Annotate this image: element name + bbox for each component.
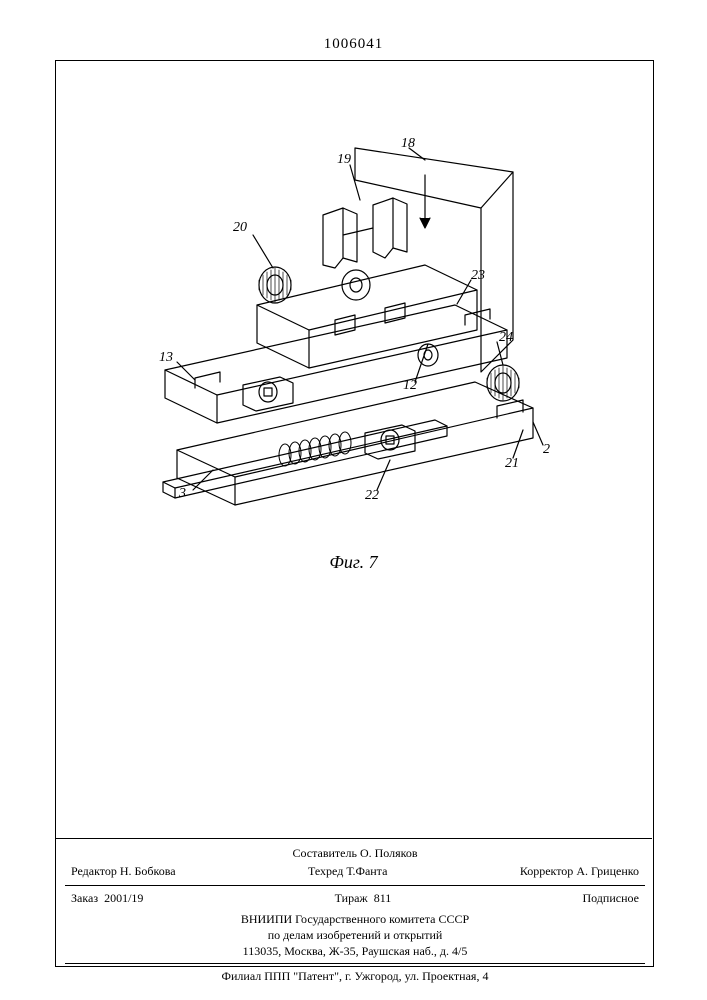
editor-cell: Редактор Н. Бобкова (71, 863, 176, 879)
editor-row: Редактор Н. Бобкова Техред Т.Фанта Корре… (65, 863, 645, 881)
editor-label: Редактор (71, 864, 117, 878)
figure-caption: Фиг. 7 (0, 552, 707, 573)
callout-2: 2 (543, 442, 550, 458)
callout-24: 24 (499, 330, 513, 346)
compiler-label: Составитель (292, 846, 356, 860)
techred-cell: Техред Т.Фанта (308, 863, 387, 879)
corrector-label: Корректор (520, 864, 574, 878)
callout-22: 22 (365, 488, 379, 504)
callout-3: 3 (179, 486, 186, 502)
tirazh-cell: Тираж 811 (335, 890, 392, 906)
compiler-line: Составитель О. Поляков (65, 845, 645, 861)
tirazh-value: 811 (374, 891, 392, 905)
org-block: ВНИИПИ Государственного комитета СССР по… (65, 911, 645, 960)
techred-name: Т.Фанта (346, 864, 387, 878)
document-number: 1006041 (0, 36, 707, 53)
footer-rule-1 (65, 885, 645, 886)
callout-23: 23 (471, 268, 485, 284)
org-line2: по делам изобретений и открытий (65, 927, 645, 943)
figure-diagram: 18 19 20 23 24 13 12 3 22 21 2 (125, 130, 585, 580)
order-label: Заказ (71, 891, 98, 905)
imprint-footer: Составитель О. Поляков Редактор Н. Бобко… (65, 845, 645, 984)
callout-19: 19 (337, 152, 351, 168)
compiler-name: О. Поляков (360, 846, 418, 860)
callout-18: 18 (401, 136, 415, 152)
org-address: 113035, Москва, Ж-35, Раушская наб., д. … (65, 943, 645, 959)
branch-line: Филиал ППП "Патент", г. Ужгород, ул. Про… (65, 968, 645, 984)
techred-label: Техред (308, 864, 343, 878)
order-row: Заказ 2001/19 Тираж 811 Подписное (65, 890, 645, 908)
tirazh-label: Тираж (335, 891, 368, 905)
order-cell: Заказ 2001/19 (71, 890, 143, 906)
order-value: 2001/19 (104, 891, 143, 905)
editor-name: Н. Бобкова (120, 864, 176, 878)
callout-21: 21 (505, 456, 519, 472)
callout-20: 20 (233, 220, 247, 236)
corrector-name: А. Гриценко (576, 864, 639, 878)
callout-12: 12 (403, 378, 417, 394)
callout-13: 13 (159, 350, 173, 366)
footer-divider (55, 838, 652, 839)
corrector-cell: Корректор А. Гриценко (520, 863, 639, 879)
org-line1: ВНИИПИ Государственного комитета СССР (65, 911, 645, 927)
subscription: Подписное (582, 890, 639, 906)
footer-rule-2 (65, 963, 645, 964)
